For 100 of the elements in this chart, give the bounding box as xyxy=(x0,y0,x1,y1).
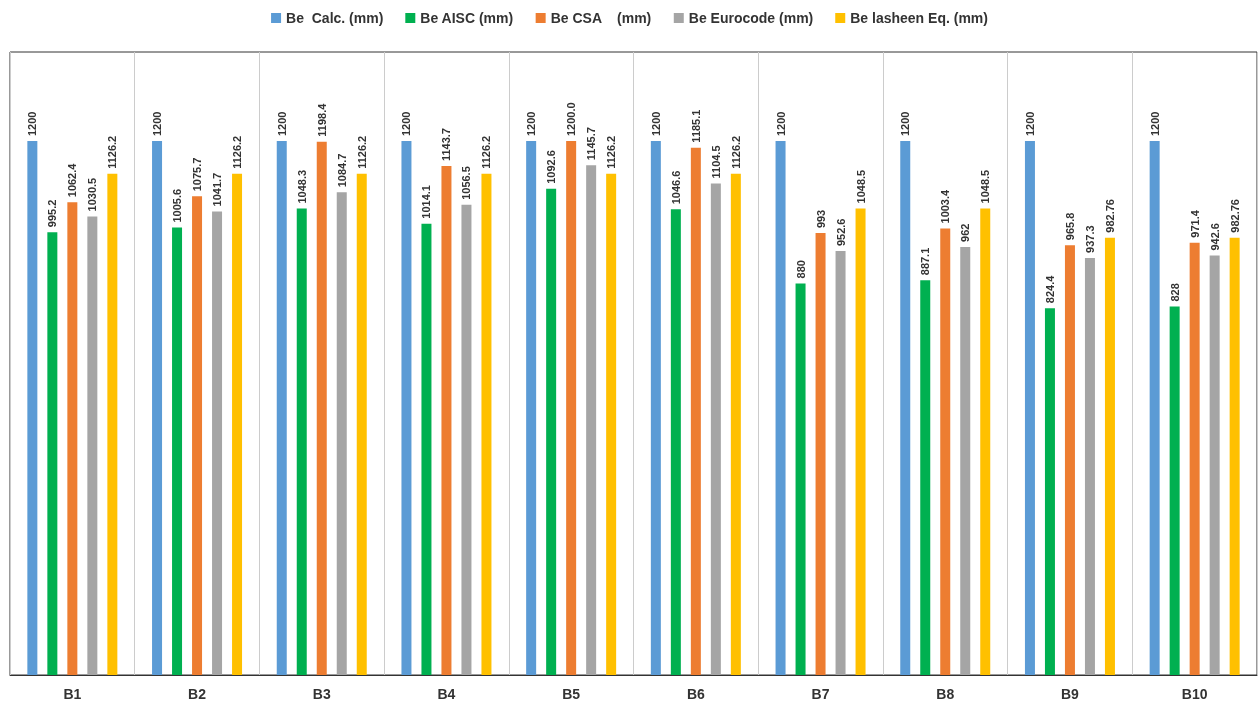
data-label: 1185.1 xyxy=(689,109,702,143)
bar xyxy=(650,141,661,675)
data-label: 1200 xyxy=(400,111,413,136)
legend-label: Be lasheen Eq. (mm) xyxy=(850,10,988,26)
x-tick-label: B2 xyxy=(188,686,207,702)
bar xyxy=(730,173,741,675)
data-label: 1200 xyxy=(899,111,912,136)
bar xyxy=(710,183,721,675)
x-tick-label: B10 xyxy=(1181,686,1208,702)
bar xyxy=(296,208,307,675)
bar xyxy=(87,216,98,675)
data-label: 1126.2 xyxy=(106,135,119,169)
data-label: 1048.5 xyxy=(979,169,992,204)
bar xyxy=(481,173,492,675)
data-label: 1145.7 xyxy=(585,127,598,161)
x-tick-label: B9 xyxy=(1061,686,1080,702)
bar xyxy=(1104,237,1115,675)
data-label: 1084.7 xyxy=(335,153,348,188)
data-label: 1200 xyxy=(774,111,787,136)
bar xyxy=(232,173,243,675)
bar xyxy=(526,141,537,675)
bar xyxy=(690,147,701,675)
x-tick-label: B3 xyxy=(312,686,331,702)
bar xyxy=(152,141,163,675)
data-label: 1003.4 xyxy=(939,188,952,224)
bar xyxy=(940,228,951,675)
bar xyxy=(461,204,472,675)
data-label: 971.4 xyxy=(1188,209,1201,238)
bar xyxy=(421,223,432,675)
bar xyxy=(212,211,223,675)
data-label: 1198.4 xyxy=(315,102,328,137)
bar xyxy=(566,141,577,675)
data-label: 1075.7 xyxy=(191,157,204,192)
data-label: 982.76 xyxy=(1228,199,1241,233)
bar xyxy=(47,232,58,675)
legend-label: Be CSA (mm) xyxy=(550,10,652,26)
data-label: 1143.7 xyxy=(440,128,453,162)
data-label: 962 xyxy=(959,223,972,242)
bar xyxy=(960,246,971,675)
data-label: 1046.6 xyxy=(669,170,682,205)
data-label: 1014.1 xyxy=(420,185,433,219)
bar xyxy=(1189,242,1200,675)
data-label: 1200 xyxy=(275,111,288,136)
bar xyxy=(1149,141,1160,675)
bar xyxy=(815,233,826,675)
bar xyxy=(1044,308,1055,675)
x-tick-label: B6 xyxy=(686,686,706,702)
x-tick-label: B8 xyxy=(936,686,955,702)
data-label: 1126.2 xyxy=(605,135,618,169)
bar xyxy=(775,141,786,675)
bar xyxy=(172,227,183,675)
data-label: 937.3 xyxy=(1083,225,1096,253)
bar xyxy=(980,208,991,675)
bar xyxy=(1064,245,1075,675)
bar xyxy=(670,209,681,675)
data-label: 828 xyxy=(1168,283,1181,302)
data-label: 1200 xyxy=(649,111,662,136)
bar xyxy=(1024,141,1035,675)
bar xyxy=(900,141,911,675)
data-label: 1041.7 xyxy=(211,172,224,207)
x-tick-label: B4 xyxy=(437,686,456,702)
data-label: 942.6 xyxy=(1208,223,1221,251)
bar xyxy=(546,188,557,675)
data-label: 887.1 xyxy=(919,247,932,276)
data-label: 1126.2 xyxy=(480,135,493,169)
legend-label: Be AISC (mm) xyxy=(420,10,514,26)
data-label: 1005.6 xyxy=(171,188,184,223)
bar xyxy=(606,173,617,675)
bar xyxy=(855,208,866,675)
bar xyxy=(107,173,118,675)
data-label: 1048.3 xyxy=(295,169,308,204)
bar xyxy=(192,196,203,675)
data-label: 1056.5 xyxy=(460,166,473,200)
x-tick-label: B5 xyxy=(562,686,581,702)
data-label: 1200 xyxy=(26,111,39,136)
bar xyxy=(586,165,597,675)
data-label: 993 xyxy=(814,209,827,229)
data-label: 982.76 xyxy=(1103,199,1116,233)
data-label: 1048.5 xyxy=(854,169,867,204)
bar xyxy=(1169,306,1180,675)
data-label: 1126.2 xyxy=(729,135,742,169)
x-tick-label: B1 xyxy=(63,686,82,702)
data-label: 965.8 xyxy=(1063,212,1076,241)
legend-label: Be Eurocode (mm) xyxy=(688,10,814,26)
bar xyxy=(1209,255,1220,675)
data-label: 1092.6 xyxy=(545,150,558,184)
bar xyxy=(795,283,806,675)
data-label: 1126.2 xyxy=(231,135,244,169)
data-label: 1200 xyxy=(525,111,538,136)
data-label: 995.2 xyxy=(46,199,59,228)
bar xyxy=(336,192,347,675)
bar xyxy=(441,166,452,675)
bar xyxy=(27,141,38,675)
data-label: 824.4 xyxy=(1043,274,1056,304)
bar xyxy=(401,141,412,675)
data-label: 1104.5 xyxy=(709,145,722,179)
data-label: 880 xyxy=(794,260,807,279)
bar xyxy=(1229,237,1240,675)
data-label: 1200 xyxy=(1023,111,1036,136)
data-label: 1200.0 xyxy=(565,102,578,136)
